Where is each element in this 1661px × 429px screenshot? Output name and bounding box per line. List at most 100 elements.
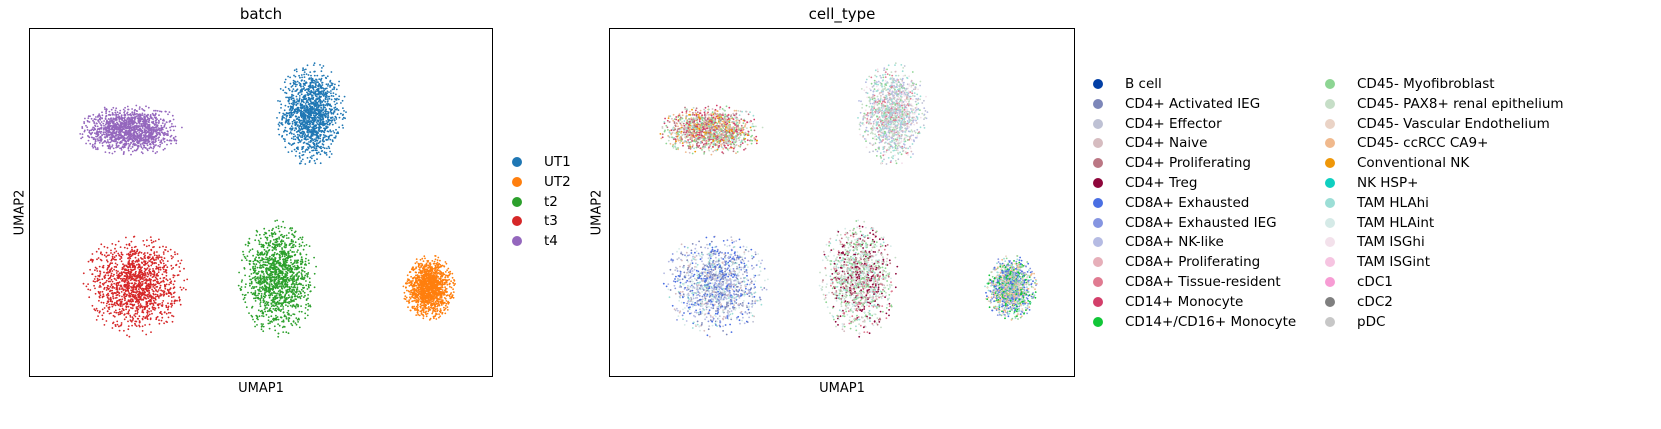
batch-point	[290, 322, 293, 325]
batch-point	[250, 291, 253, 294]
batch-point	[315, 81, 317, 83]
batch-point	[275, 309, 278, 312]
batch-point	[313, 272, 316, 275]
batch-point	[328, 108, 331, 110]
batch-point	[311, 119, 314, 122]
batch-point	[259, 259, 262, 262]
batch-point	[433, 293, 436, 296]
batch-point	[257, 294, 259, 297]
batch-point	[335, 88, 338, 91]
batch-point	[300, 91, 303, 93]
batch-point	[419, 280, 422, 283]
batch-point	[316, 149, 318, 152]
batch-point	[103, 275, 106, 278]
batch-point	[152, 292, 155, 295]
batch-point	[300, 74, 303, 76]
batch-point	[310, 79, 313, 81]
batch-point	[311, 137, 313, 140]
batch-point	[268, 234, 271, 237]
batch-point	[102, 301, 105, 304]
batch-point	[284, 114, 287, 116]
batch-point	[416, 311, 419, 314]
batch-point	[295, 95, 298, 98]
batch-point	[333, 136, 336, 139]
batch-point	[294, 75, 297, 78]
batch-point	[266, 271, 268, 273]
batch-point	[106, 268, 109, 271]
batch-point	[110, 252, 112, 254]
batch-point	[291, 150, 293, 153]
batch-point	[320, 90, 322, 93]
batch-point	[306, 134, 309, 137]
batch-point	[287, 112, 290, 115]
batch-point	[284, 126, 287, 129]
batch-point	[272, 227, 274, 230]
batch-point	[293, 289, 295, 292]
batch-point	[308, 130, 310, 132]
batch-point	[151, 288, 153, 291]
batch-point	[114, 278, 116, 280]
batch-cluster-t3	[82, 235, 189, 338]
batch-point	[424, 283, 427, 286]
batch-point	[298, 127, 301, 130]
batch-point	[170, 255, 173, 257]
batch-point	[260, 279, 263, 281]
batch-point	[414, 292, 416, 294]
batch-point	[301, 76, 303, 79]
batch-point	[287, 332, 290, 335]
batch-point	[312, 116, 314, 119]
batch-point	[145, 333, 148, 336]
batch-point	[303, 135, 306, 138]
batch-point	[289, 131, 292, 134]
batch-point	[431, 270, 434, 272]
batch-point	[82, 282, 85, 285]
batch-point	[183, 267, 185, 270]
batch-point	[321, 84, 324, 86]
batch-point	[255, 256, 257, 259]
batch-point	[294, 123, 297, 125]
batch-point	[327, 83, 330, 86]
batch-point	[325, 103, 328, 105]
batch-point	[307, 85, 310, 88]
batch-point	[308, 120, 311, 123]
batch-point	[321, 67, 323, 69]
batch-point	[293, 69, 296, 72]
batch-point	[417, 286, 419, 289]
batch-point	[298, 97, 301, 100]
batch-point	[298, 74, 300, 77]
batch-point	[409, 280, 412, 282]
batch-point	[172, 266, 175, 269]
batch-point	[263, 233, 265, 236]
batch-point	[320, 126, 322, 129]
batch-point	[428, 266, 431, 268]
batch-point	[308, 118, 311, 121]
batch-point	[288, 132, 291, 135]
batch-point	[315, 84, 317, 87]
batch-point	[420, 293, 423, 295]
batch-point	[414, 262, 417, 265]
batch-point	[269, 240, 272, 242]
batch-cluster-t2	[237, 219, 317, 338]
batch-point	[262, 312, 265, 314]
batch-point	[137, 258, 140, 261]
batch-point	[120, 291, 123, 293]
batch-point	[285, 259, 288, 262]
batch-point	[262, 288, 264, 291]
batch-point	[294, 295, 297, 298]
batch-point	[276, 292, 278, 295]
batch-point	[304, 163, 307, 165]
batch-point	[336, 107, 338, 110]
batch-point	[314, 80, 316, 82]
batch-point	[95, 319, 98, 321]
batch-point	[319, 102, 322, 105]
batch-point	[120, 310, 123, 312]
batch-point	[304, 312, 307, 315]
batch-point	[242, 298, 245, 301]
batch-point	[415, 271, 418, 274]
batch-point	[298, 245, 301, 248]
batch-point	[296, 136, 298, 139]
batch-point	[448, 294, 451, 297]
batch-point	[157, 257, 160, 260]
batch-point	[277, 279, 280, 282]
batch-point	[429, 287, 432, 289]
